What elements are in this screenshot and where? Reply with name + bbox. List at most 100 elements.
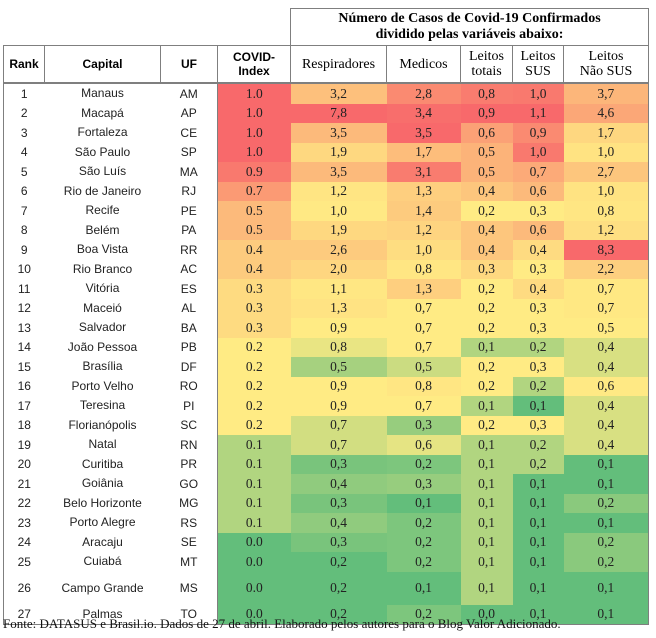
cell-leitos-sus: 0,6: [512, 220, 564, 240]
cell-capital: João Pessoa: [67, 339, 138, 354]
header-spacer: [4, 9, 291, 46]
cell-leitos-totais: 0,4: [460, 220, 513, 240]
cell-covid-index: 0.5: [217, 201, 291, 221]
table-row: 24 Aracaju SE 0.0 0,3 0,2 0,1 0,1 0,2: [3, 532, 650, 552]
cell-covid-index: 0.3: [217, 318, 291, 338]
cell-capital: Vitória: [85, 281, 120, 296]
cell-rank: 8: [3, 220, 45, 240]
cell-respiradores: 0,2: [290, 604, 387, 625]
cell-covid-index: 0.5: [217, 220, 291, 240]
col-header-leitos-sus-line2: SUS: [525, 64, 551, 79]
cell-covid-index: 1.0: [217, 83, 291, 104]
cell-capital: Campo Grande: [61, 580, 144, 595]
cell-leitos-sus: 0,1: [512, 532, 564, 552]
cell-leitos-nao-sus: 0,4: [563, 357, 650, 377]
cell-medicos: 1,3: [386, 279, 461, 299]
cell-leitos-sus: 0,6: [512, 181, 564, 201]
cell-rank: 3: [3, 123, 45, 143]
cell-medicos: 1,7: [386, 142, 461, 162]
col-header-leitos-nao-sus-line1: Leitos: [588, 49, 624, 64]
cell-leitos-nao-sus: 0,2: [563, 493, 650, 513]
cell-medicos: 3,1: [386, 162, 461, 182]
cell-covid-index: 0.9: [217, 162, 291, 182]
cell-uf: RS: [180, 515, 198, 530]
cell-leitos-totais: 0,1: [460, 454, 513, 474]
cell-leitos-sus: 1,0: [512, 83, 564, 104]
cell-leitos-totais: 0,2: [460, 279, 513, 299]
table-row: 4 São Paulo SP 1.0 1,9 1,7 0,5 1,0 1,0: [3, 142, 650, 162]
col-header-medicos: Medicos: [386, 45, 461, 84]
cell-covid-index: 0.0: [217, 604, 291, 625]
cell-rank: 2: [3, 103, 45, 123]
cell-uf: MS: [179, 581, 198, 595]
col-header-leitos-totais-line1: Leitos: [469, 49, 504, 64]
cell-leitos-sus: 0,3: [512, 357, 564, 377]
col-header-covid-index-line2: Index: [238, 64, 270, 78]
table-row: 5 São Luís MA 0.9 3,5 3,1 0,5 0,7 2,7: [3, 162, 650, 182]
table-row: 18 Florianópolis SC 0.2 0,7 0,3 0,2 0,3 0,4: [3, 415, 650, 435]
cell-leitos-sus: 0,9: [512, 123, 564, 143]
covid-index-table: Número de Casos de Covid-19 Confirmados …: [3, 8, 650, 625]
cell-covid-index: 0.4: [217, 240, 291, 260]
cell-respiradores: 0,3: [290, 532, 387, 552]
col-header-leitos-sus: Leitos SUS: [512, 45, 564, 84]
cell-medicos: 0,7: [386, 337, 461, 357]
cell-leitos-nao-sus: 2,2: [563, 259, 650, 279]
cell-leitos-nao-sus: 2,7: [563, 162, 650, 182]
cell-respiradores: 3,2: [290, 83, 387, 104]
cell-capital: Natal: [88, 437, 117, 452]
cell-uf: GO: [179, 476, 199, 491]
cell-respiradores: 0,9: [290, 318, 387, 338]
cell-uf: BA: [180, 320, 197, 335]
cell-leitos-totais: 0,4: [460, 240, 513, 260]
cell-respiradores: 1,9: [290, 142, 387, 162]
cell-medicos: 0,1: [386, 571, 461, 605]
cell-leitos-nao-sus: 1,0: [563, 181, 650, 201]
cell-respiradores: 0,2: [290, 571, 387, 605]
cell-capital: São Paulo: [74, 144, 131, 159]
cell-medicos: 0,2: [386, 454, 461, 474]
cell-leitos-sus: 0,1: [512, 493, 564, 513]
cell-respiradores: 1,3: [290, 298, 387, 318]
cell-leitos-nao-sus: 8,3: [563, 240, 650, 260]
cell-leitos-sus: 0,1: [512, 552, 564, 572]
cell-capital: Manaus: [81, 86, 124, 101]
cell-uf: PI: [183, 398, 195, 413]
cell-capital: Porto Velho: [71, 378, 134, 393]
cell-covid-index: 0.1: [217, 454, 291, 474]
cell-covid-index: 0.0: [217, 571, 291, 605]
cell-leitos-sus: 0,2: [512, 337, 564, 357]
table-row: 27 Palmas TO 0.0 0,2 0,2 0,0 0,1 0,1: [3, 604, 650, 625]
cell-uf: RR: [180, 242, 198, 257]
cell-covid-index: 0.2: [217, 376, 291, 396]
cell-rank: 6: [3, 181, 45, 201]
cell-uf: PB: [180, 340, 197, 355]
cell-uf: RN: [180, 437, 198, 452]
cell-respiradores: 1,9: [290, 220, 387, 240]
cell-uf: MA: [179, 164, 198, 179]
source-footnote: Fonte: DATASUS e Brasil.io. Dados de 27 …: [3, 616, 561, 631]
cell-leitos-sus: 0,1: [512, 396, 564, 416]
table-row: 23 Porto Alegre RS 0.1 0,4 0,2 0,1 0,1 0,1: [3, 513, 650, 533]
cell-respiradores: 0,3: [290, 493, 387, 513]
cell-covid-index: 1.0: [217, 103, 291, 123]
cell-leitos-sus: 0,1: [512, 571, 564, 605]
cell-respiradores: 2,6: [290, 240, 387, 260]
cell-leitos-nao-sus: 1,2: [563, 220, 650, 240]
cell-respiradores: 1,2: [290, 181, 387, 201]
cell-respiradores: 0,9: [290, 376, 387, 396]
cell-medicos: 0,7: [386, 318, 461, 338]
table-row: 12 Maceió AL 0.3 1,3 0,7 0,2 0,3 0,7: [3, 298, 650, 318]
cell-rank: 13: [3, 318, 45, 338]
cell-leitos-nao-sus: 0,2: [563, 532, 650, 552]
cell-uf: DF: [180, 359, 197, 374]
cell-leitos-sus: 0,3: [512, 318, 564, 338]
cell-rank: 16: [3, 376, 45, 396]
cell-respiradores: 0,8: [290, 337, 387, 357]
cell-respiradores: 1,1: [290, 279, 387, 299]
cell-covid-index: 0.2: [217, 357, 291, 377]
table-row: 1 Manaus AM 1.0 3,2 2,8 0,8 1,0 3,7: [3, 83, 650, 104]
cell-leitos-nao-sus: 1,7: [563, 123, 650, 143]
cell-medicos: 3,4: [386, 103, 461, 123]
cell-respiradores: 0,9: [290, 396, 387, 416]
